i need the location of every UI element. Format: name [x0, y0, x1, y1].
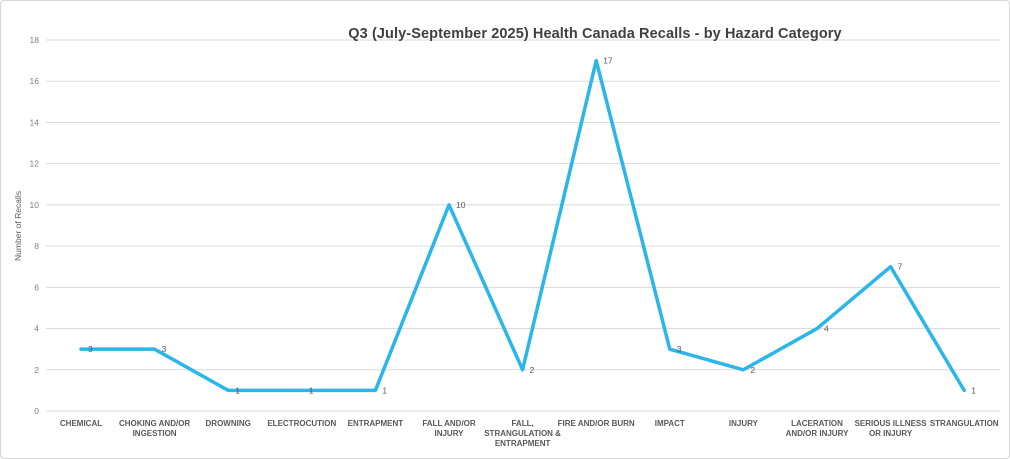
x-category-label: SERIOUS ILLNESS OR INJURY	[855, 419, 928, 438]
data-label: 1	[382, 385, 387, 395]
x-category-label: CHEMICAL	[60, 419, 102, 428]
data-label: 10	[456, 200, 466, 210]
y-axis-tick-labels: 0 2 4 6 8 10 12 14 16 18	[30, 35, 40, 416]
data-label: 7	[898, 262, 903, 272]
y-tick-label: 2	[34, 365, 39, 375]
data-label: 17	[603, 56, 613, 66]
y-tick-label: 10	[30, 200, 40, 210]
x-category-label: STRANGULATION	[930, 419, 999, 428]
x-category-label: DROWNING	[206, 419, 251, 428]
gridlines	[46, 39, 1000, 412]
x-category-label: INJURY	[729, 419, 759, 428]
data-label: 1	[309, 385, 314, 395]
x-category-label: FALL AND/OR INJURY	[422, 419, 476, 438]
data-label: 2	[530, 365, 535, 375]
data-label: 1	[971, 385, 976, 395]
x-category-label: LACERATION AND/OR INJURY	[786, 419, 849, 438]
x-category-label: ENTRAPMENT	[348, 419, 404, 428]
y-axis-title: Number of Recalls	[13, 191, 23, 261]
y-tick-label: 12	[30, 159, 40, 169]
x-category-label: IMPACT	[655, 419, 685, 428]
y-tick-label: 4	[34, 324, 39, 334]
data-label: 2	[750, 365, 755, 375]
data-label: 1	[235, 385, 240, 395]
x-category-label: FIRE AND/OR BURN	[558, 419, 635, 428]
data-label: 3	[677, 344, 682, 354]
y-tick-label: 18	[30, 35, 40, 45]
x-axis-category-labels: CHEMICAL CHOKING AND/OR INGESTION DROWNING E…	[60, 419, 999, 448]
x-category-label: CHOKING AND/OR INGESTION	[119, 419, 190, 438]
data-label: 3	[88, 344, 93, 354]
x-category-label: ELECTROCUTION	[267, 419, 336, 428]
data-label: 3	[162, 344, 167, 354]
x-category-label: FALL, STRANGULATION & ENTRAPMENT	[484, 419, 561, 448]
data-label: 4	[824, 324, 829, 334]
y-tick-label: 0	[34, 406, 39, 416]
y-tick-label: 8	[34, 241, 39, 251]
y-tick-label: 14	[30, 117, 40, 127]
recalls-series-line	[79, 58, 966, 393]
chart-title: Q3 (July-September 2025) Health Canada R…	[348, 26, 842, 42]
y-tick-label: 6	[34, 282, 39, 292]
y-tick-label: 16	[30, 76, 40, 86]
